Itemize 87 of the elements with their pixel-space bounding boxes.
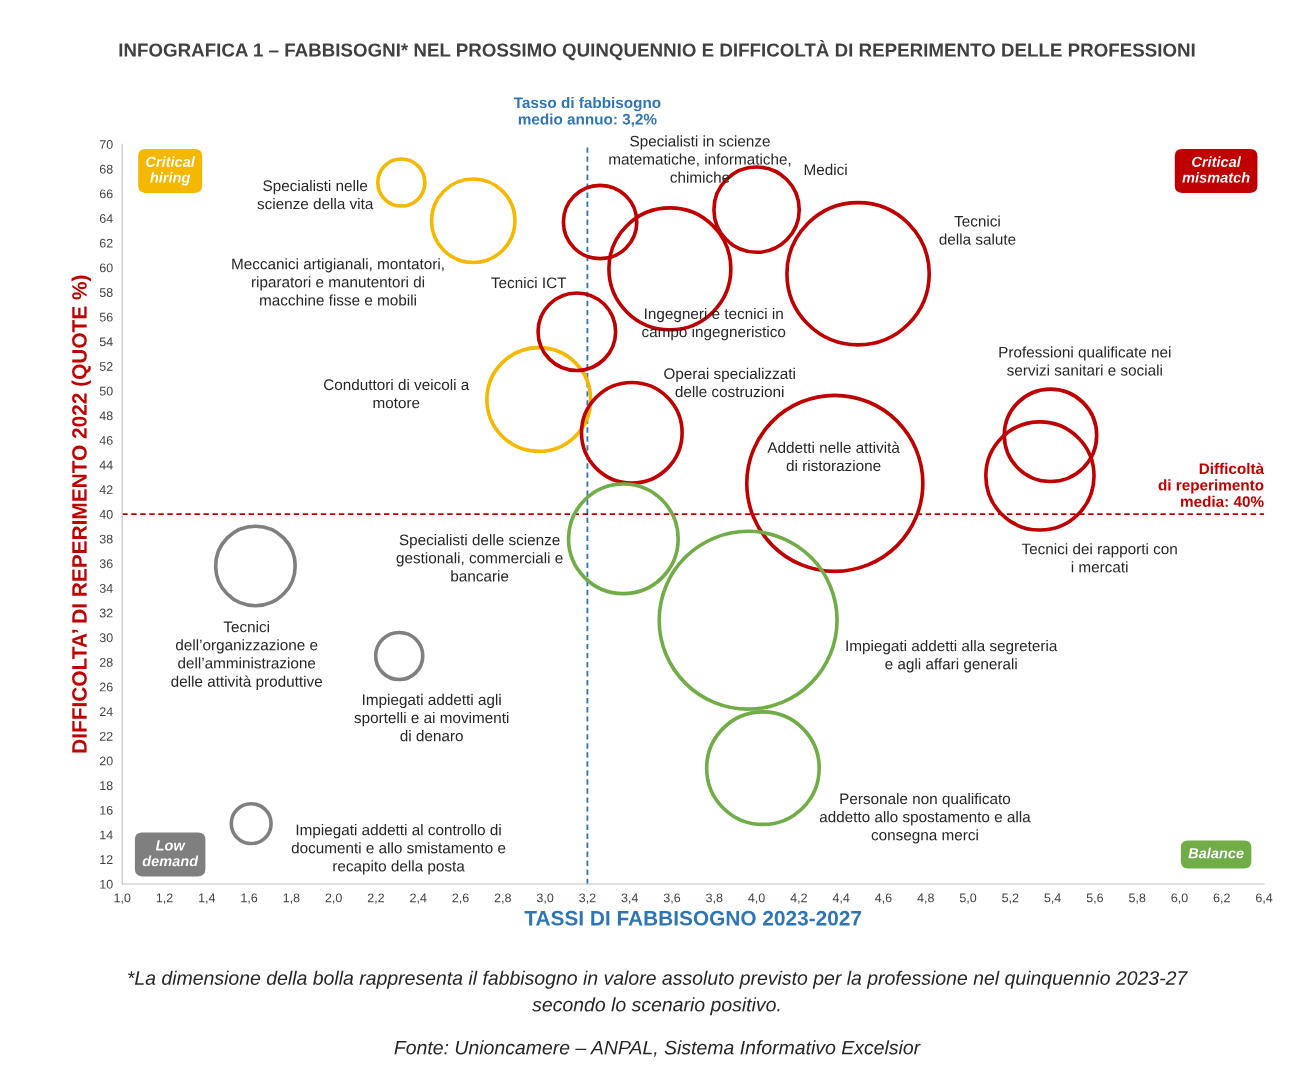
- x-tick-label: 2,0: [325, 893, 342, 904]
- annotation: Tecnici ICT: [491, 277, 567, 289]
- annotation: Tecnici dell’organizzazione e dell’amministrazione delle attività produttive: [171, 621, 322, 690]
- text: *La dimensione della bolla rappresenta il fabbisogno in valore assoluto previsto per la professione nel quinquennio 2023-27 secondo lo scenario positivo.: [127, 970, 1188, 1016]
- y-axis-title: DIFFICOLTA’ DI REPERIMENTO 2022 (QUOTE %): [71, 275, 91, 753]
- annotation: Conduttori di veicoli a motore: [324, 378, 470, 409]
- x-tick-label: 5,6: [1086, 893, 1104, 904]
- y-tick-label: 50: [99, 386, 113, 396]
- annotation: Medici: [804, 163, 847, 176]
- x-tick-label: 6,0: [1171, 893, 1188, 904]
- y-tick-label: 44: [99, 460, 113, 470]
- x-tick-label: 4,0: [748, 893, 765, 904]
- x-tick-label: 2,6: [452, 893, 469, 904]
- x-tick-label: 5,0: [959, 893, 977, 904]
- y-tick-label: 46: [99, 436, 113, 445]
- y-tick-label: 58: [99, 288, 113, 297]
- y-tick-label: 32: [99, 608, 113, 618]
- x-tick-label: 1,0: [114, 893, 131, 904]
- x-tick-label: 6,2: [1213, 893, 1230, 904]
- x-tick-label: 3,8: [706, 893, 723, 904]
- annotation: Tecnici dei rapporti con i mercati: [1021, 543, 1177, 573]
- chart-title: INFOGRAFICA 1 – FABBISOGNI* NEL PROSSIMO QUINQUENNIO E DIFFICOLTÀ DI REPERIMENTO DELLE PROFESSIONI: [119, 39, 1195, 61]
- annotation: Specialisti nelle scienze della vita: [257, 179, 374, 210]
- y-tick-label: 12: [100, 855, 113, 864]
- y-tick-label: 36: [99, 559, 113, 569]
- x-tick-label: 4,4: [832, 893, 850, 904]
- y-tick-label: 54: [99, 337, 113, 347]
- annotation: Meccanici artigianali, montatori, riparatori e manutentori di macchine fisse e mobili: [232, 258, 444, 306]
- y-tick-label: 28: [99, 657, 113, 667]
- y-tick-label: 60: [99, 263, 113, 273]
- y-tick-label: 48: [99, 411, 113, 421]
- y-tick-label: 62: [99, 238, 113, 248]
- y-tick-label: 10: [100, 879, 113, 889]
- y-tick-label: 68: [99, 164, 113, 174]
- ref-line-label: Difficoltà di reperimento media: 40%: [1158, 462, 1265, 507]
- x-tick-label: 1,8: [283, 893, 300, 904]
- y-tick-label: 18: [100, 781, 113, 791]
- y-tick-label: 22: [99, 731, 113, 741]
- annotation: Impiegati addetti alla segreteria e agli affari generali: [846, 640, 1058, 673]
- annotation: Professioni qualificate nei servizi sanitari e sociali: [999, 346, 1171, 376]
- annotation: Balance: [1188, 847, 1244, 859]
- y-tick-label: 20: [99, 756, 113, 766]
- x-tick-label: 3,4: [621, 893, 639, 904]
- y-tick-label: 30: [99, 633, 113, 643]
- y-tick-label: 26: [99, 682, 113, 692]
- annotation: Critical mismatch: [1182, 156, 1250, 183]
- x-tick-label: 2,4: [410, 893, 427, 904]
- x-tick-label: 5,8: [1129, 893, 1146, 904]
- x-tick-label: 4,2: [790, 893, 807, 904]
- y-tick-label: 70: [99, 140, 113, 149]
- annotation: Addetti nelle attività di ristorazione: [767, 441, 900, 472]
- x-tick-label: 5,2: [1002, 893, 1019, 904]
- y-tick-label: 52: [99, 362, 113, 371]
- y-tick-label: 42: [99, 485, 113, 495]
- y-tick-label: 40: [99, 509, 113, 519]
- x-tick-label: 2,8: [494, 893, 511, 904]
- annotation: Critical hiring: [146, 156, 196, 186]
- x-tick-label: 3,6: [663, 893, 681, 904]
- x-tick-label: 2,2: [367, 893, 385, 904]
- annotation: Tecnici della salute: [939, 215, 1016, 245]
- y-tick-label: 24: [99, 707, 113, 716]
- annotation: Specialisti delle scienze gestionali, commerciali e bancarie: [396, 534, 563, 582]
- annotation: Low demand: [142, 840, 199, 867]
- x-tick-label: 1,6: [241, 893, 258, 904]
- annotation: Operai specializzati delle costruzioni: [664, 367, 795, 398]
- y-tick-label: 38: [99, 534, 113, 544]
- x-tick-label: 1,4: [199, 893, 216, 904]
- y-tick-label: 56: [99, 312, 113, 322]
- annotation: Impiegati addetti agli sportelli e ai movimenti di denaro: [354, 693, 509, 742]
- ref-line-label: Tasso di fabbisogno medio annuo: 3,2%: [513, 96, 661, 127]
- x-tick-label: 6,4: [1256, 893, 1273, 904]
- x-tick-label: 4,8: [917, 893, 934, 904]
- y-tick-label: 66: [99, 189, 113, 199]
- y-tick-label: 64: [99, 214, 113, 223]
- y-tick-label: 16: [100, 805, 113, 815]
- x-tick-label: 3,2: [579, 893, 596, 904]
- x-tick-label: 5,4: [1044, 893, 1061, 904]
- x-axis-title: TASSI DI FABBISOGNO 2023-2027: [524, 910, 862, 926]
- x-tick-label: 3,0: [536, 893, 554, 904]
- annotation: Impiegati addetti al controllo di documenti e allo smistamento e recapito della posta: [291, 824, 506, 875]
- x-tick-label: 4,6: [875, 893, 892, 904]
- x-tick-label: 1,2: [156, 893, 173, 904]
- y-tick-label: 34: [99, 583, 113, 593]
- annotation: Personale non qualificato addetto allo spostamento e alla consegna merci: [819, 792, 1031, 844]
- y-tick-label: 14: [100, 830, 113, 840]
- annotation: Ingegneri e tecnici in campo ingegneristico: [642, 307, 786, 341]
- source-note: Fonte: Unioncamere – ANPAL, Sistema Informativo Excelsior: [394, 1040, 921, 1057]
